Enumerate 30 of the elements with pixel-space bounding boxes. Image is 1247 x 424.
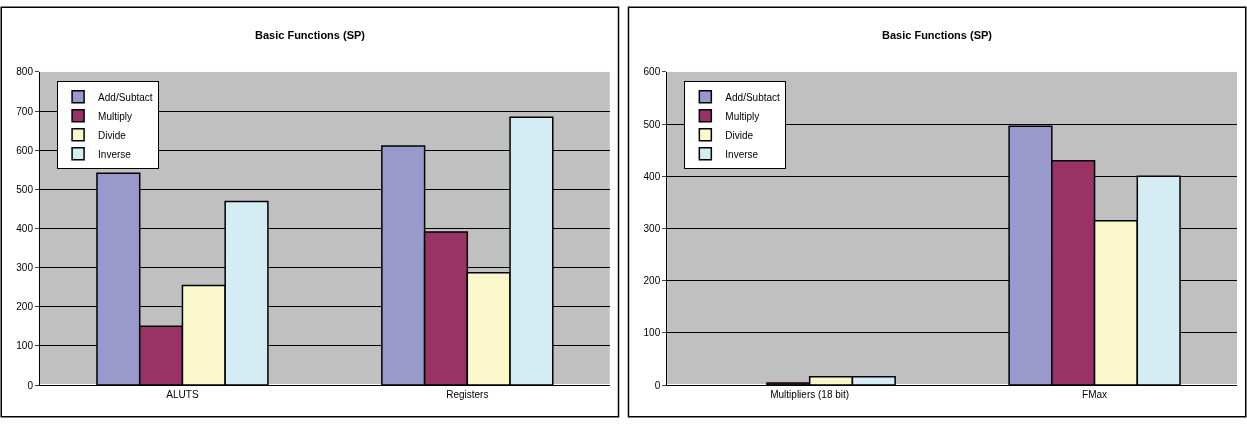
x-tick-label: Registers: [446, 389, 489, 401]
y-tick-label: 300: [643, 222, 661, 234]
x-tick-label: ALUTS: [166, 389, 199, 401]
legend-label: Divide: [98, 129, 127, 141]
y-tick-label: 200: [643, 275, 661, 287]
legend-label: Multiply: [98, 110, 132, 122]
y-tick-label: 300: [16, 262, 34, 274]
y-tick-label: 400: [643, 170, 661, 182]
y-tick-label: 0: [654, 379, 661, 391]
legend-label: Inverse: [725, 148, 759, 160]
legend-label: Inverse: [98, 148, 132, 160]
x-tick-label: FMax: [1082, 389, 1108, 401]
y-tick-label: 100: [16, 340, 34, 352]
y-tick-label: 100: [643, 327, 661, 339]
y-tick-label: 0: [27, 379, 34, 391]
y-tick-label: 500: [16, 183, 34, 195]
chart-title: Basic Functions (SP): [882, 29, 993, 41]
y-tick-label: 500: [643, 118, 661, 130]
legend-label: Add/Subtact: [725, 91, 781, 103]
chart-title: Basic Functions (SP): [255, 29, 366, 41]
y-tick-label: 600: [643, 66, 661, 78]
legend-label: Add/Subtact: [98, 91, 153, 103]
y-tick-label: 600: [16, 144, 34, 156]
y-tick-label: 700: [16, 105, 34, 117]
legend-label: Divide: [725, 129, 754, 141]
y-tick-label: 800: [16, 66, 34, 78]
y-tick-label: 400: [16, 222, 34, 234]
y-tick-label: 200: [16, 301, 34, 313]
legend-label: Multiply: [725, 110, 760, 122]
x-tick-label: Multipliers (18 bit): [770, 389, 850, 401]
